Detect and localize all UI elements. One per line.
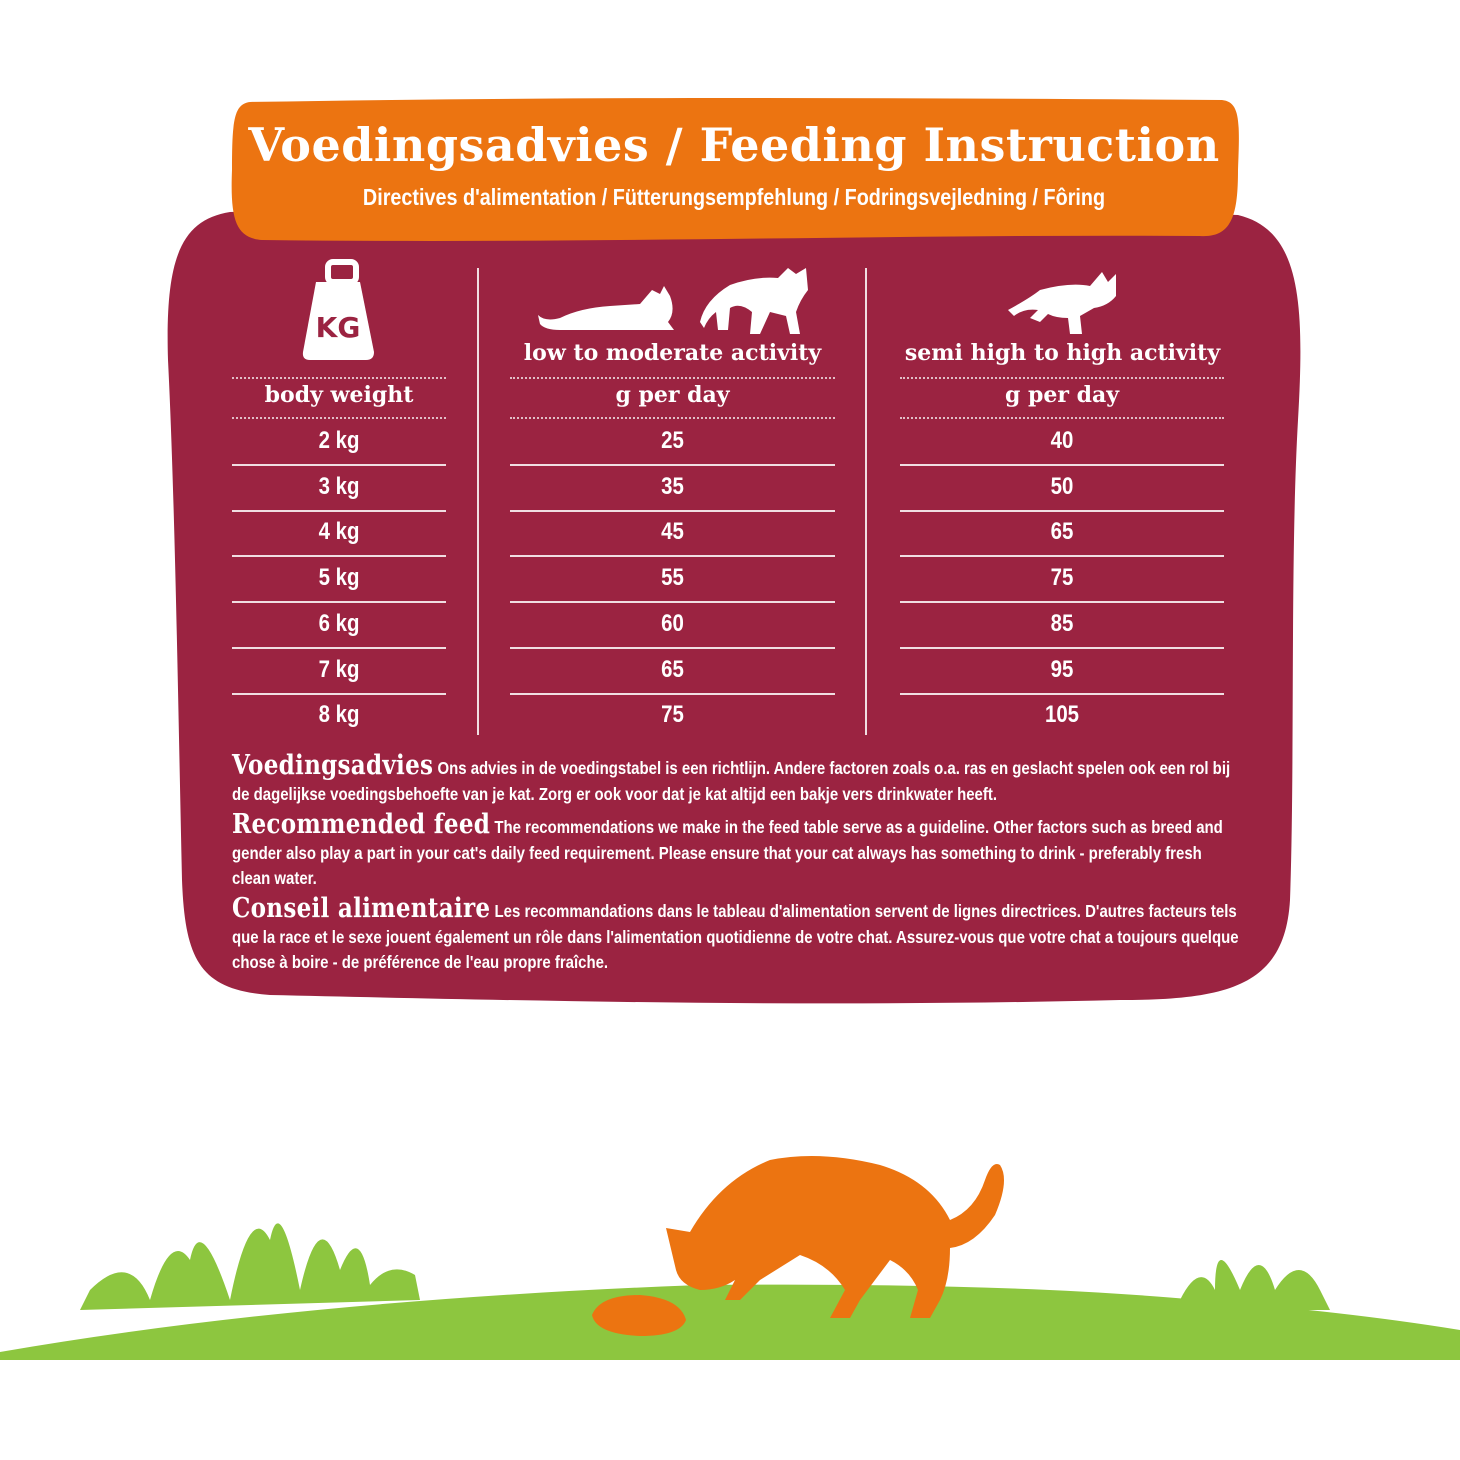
- row-divider: [900, 509, 1224, 512]
- row-divider: [510, 509, 835, 512]
- row-divider: [510, 692, 835, 695]
- row-divider: [232, 646, 446, 649]
- eating-cat-illustration: [592, 1156, 1004, 1336]
- advice-french: Conseil alimentaire Les recommandations …: [232, 893, 1241, 976]
- kg-weight-icon: [302, 259, 374, 360]
- row-divider: [510, 464, 835, 466]
- grams-per-day-cell: 35: [661, 472, 684, 500]
- row-divider: [510, 601, 835, 604]
- body-weight-cell: 6 kg: [318, 609, 360, 637]
- banner-subtitle: Directives d'alimentation / Fütterungsem…: [362, 184, 1106, 210]
- body-weight-cell: 3 kg: [318, 472, 360, 500]
- grams-per-day-cell: 50: [1050, 472, 1074, 500]
- row-divider: [510, 646, 835, 649]
- grams-per-day-cell: 75: [661, 701, 684, 729]
- column-subheader-g-per-day: g per day: [1004, 382, 1120, 408]
- grams-per-day-cell: 45: [661, 518, 684, 546]
- divider: [232, 377, 446, 379]
- row-divider: [232, 692, 446, 695]
- advice-english: Recommended feed The recommendations we …: [232, 809, 1241, 892]
- advice-dutch: Voedingsadvies Ons advies in de voedings…: [232, 750, 1241, 807]
- row-divider: [900, 692, 1224, 695]
- kg-icon-label: KG: [316, 311, 361, 344]
- maroon-card: [167, 204, 1301, 1004]
- banner-title: Voedingsadvies / Feeding Instruction: [248, 118, 1220, 172]
- body-weight-cell: 2 kg: [318, 427, 360, 454]
- grass-hill: [0, 1223, 1460, 1360]
- column-subheader-body-weight: body weight: [264, 382, 414, 408]
- grams-per-day-cell: 105: [1044, 701, 1080, 729]
- row-divider: [900, 646, 1224, 649]
- divider: [900, 417, 1224, 419]
- body-weight-cell: 5 kg: [318, 564, 360, 592]
- row-divider: [232, 509, 446, 512]
- grams-per-day-cell: 40: [1050, 427, 1074, 454]
- column-header-high-activity: semi high to high activity: [904, 340, 1221, 366]
- column-subheader-g-per-day: g per day: [615, 382, 730, 408]
- row-divider: [510, 555, 835, 558]
- advice-heading: Voedingsadvies: [232, 750, 434, 781]
- grams-per-day-cell: 25: [661, 427, 684, 454]
- grams-per-day-cell: 65: [1050, 518, 1074, 546]
- row-divider: [232, 555, 446, 558]
- advice-heading: Recommended feed: [232, 809, 491, 840]
- divider: [232, 417, 446, 419]
- running-cat-icon: [1008, 272, 1116, 334]
- grams-per-day-cell: 60: [661, 609, 684, 637]
- row-divider: [232, 601, 446, 604]
- resting-cats-icon: [538, 268, 808, 334]
- divider: [510, 417, 835, 419]
- divider: [510, 377, 835, 379]
- column-divider: [865, 268, 867, 735]
- row-divider: [900, 601, 1224, 604]
- advice-text: The recommendations we make in the feed …: [232, 817, 1223, 888]
- grams-per-day-cell: 85: [1050, 609, 1074, 637]
- food-bowl: [592, 1295, 686, 1336]
- row-divider: [900, 555, 1224, 558]
- grams-per-day-cell: 65: [661, 655, 684, 683]
- grams-per-day-cell: 95: [1050, 655, 1074, 683]
- row-divider: [232, 464, 446, 466]
- row-divider: [900, 464, 1224, 466]
- advice-heading: Conseil alimentaire: [232, 893, 491, 924]
- column-divider: [477, 268, 479, 735]
- body-weight-cell: 4 kg: [318, 518, 360, 546]
- grams-per-day-cell: 55: [661, 564, 684, 592]
- column-header-low-activity: low to moderate activity: [523, 340, 822, 366]
- body-weight-cell: 8 kg: [318, 701, 360, 729]
- grams-per-day-cell: 75: [1050, 564, 1074, 592]
- divider: [900, 377, 1224, 379]
- advice-text: Ons advies in de voedingstabel is een ri…: [232, 758, 1231, 804]
- body-weight-cell: 7 kg: [318, 655, 360, 683]
- advice-text: Les recommandations dans le tableau d'al…: [232, 901, 1239, 972]
- orange-banner: [231, 98, 1239, 241]
